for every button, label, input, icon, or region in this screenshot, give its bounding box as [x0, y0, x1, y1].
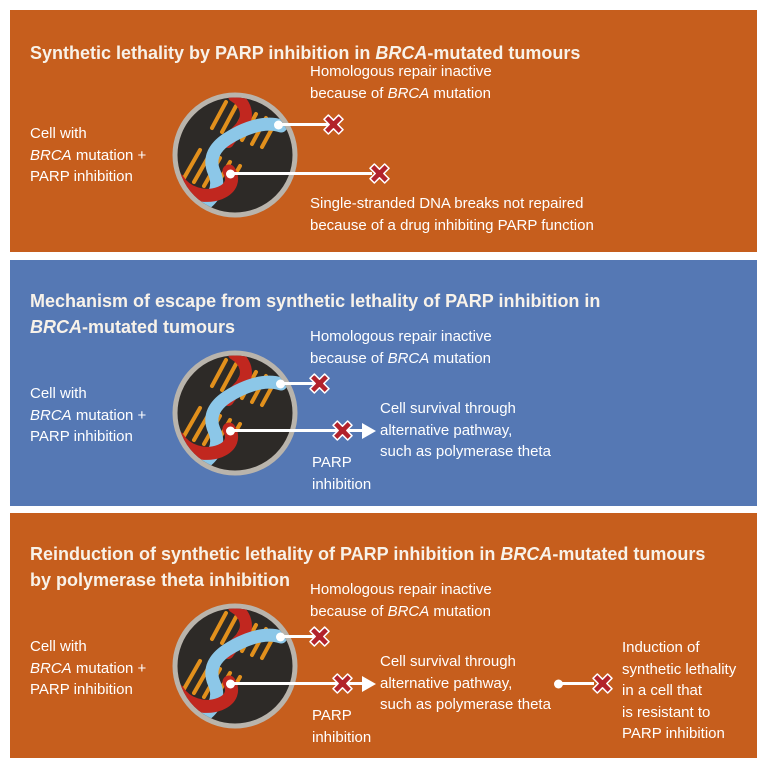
connector-line-survival: [230, 429, 362, 432]
connector-line-homologous: [278, 123, 330, 126]
homologous-repair-note: Homologous repair inactive because of BR…: [310, 328, 492, 367]
arrowhead-icon: [362, 675, 376, 692]
cell-label: Cell with BRCA mutation + PARP inhibitio…: [30, 125, 147, 185]
arrowhead-icon: [362, 422, 376, 439]
panel3-title: Reinduction of synthetic lethality of PA…: [30, 543, 706, 590]
blocked-cross-icon: [308, 625, 331, 648]
ssb-not-repaired-note: Single-stranded DNA breaks not repaired …: [310, 195, 594, 234]
homologous-repair-note: Homologous repair inactive because of BR…: [310, 581, 492, 620]
homologous-repair-note: Homologous repair inactive because of BR…: [310, 63, 492, 102]
connector-line-induction: [558, 682, 594, 685]
panel-escape-mechanism: Mechanism of escape from synthetic letha…: [10, 260, 757, 506]
panel2-title: Mechanism of escape from synthetic letha…: [30, 290, 601, 337]
cell-illustration: [170, 348, 300, 478]
parp-inhibition-label: PARP inhibition: [312, 454, 372, 493]
parp-inhibition-label: PARP inhibition: [312, 707, 372, 746]
cell-survival-note: Cell survival through alternative pathwa…: [380, 400, 551, 460]
panel-synthetic-lethality: Synthetic lethality by PARP inhibition i…: [10, 10, 757, 252]
blocked-cross-icon: [308, 372, 331, 395]
induction-note: Induction of synthetic lethality in a ce…: [622, 639, 737, 742]
blocked-cross-icon: [322, 113, 345, 136]
connector-line-homologous: [280, 382, 314, 385]
cell-survival-note: Cell survival through alternative pathwa…: [380, 653, 551, 713]
blocked-cross-icon: [368, 162, 391, 185]
connector-line-homologous: [280, 635, 314, 638]
panel1-title: Synthetic lethality by PARP inhibition i…: [30, 42, 581, 63]
panel-reinduction: Reinduction of synthetic lethality of PA…: [10, 513, 757, 758]
connector-line-survival: [230, 682, 362, 685]
blocked-cross-icon: [591, 672, 614, 695]
cell-label: Cell with BRCA mutation + PARP inhibitio…: [30, 385, 147, 445]
cell-illustration: [170, 601, 300, 731]
blocked-cross-icon: [331, 419, 354, 442]
cell-label: Cell with BRCA mutation + PARP inhibitio…: [30, 638, 147, 698]
blocked-cross-icon: [331, 672, 354, 695]
cell-illustration: [170, 90, 300, 220]
connector-line-ssb: [230, 172, 372, 175]
